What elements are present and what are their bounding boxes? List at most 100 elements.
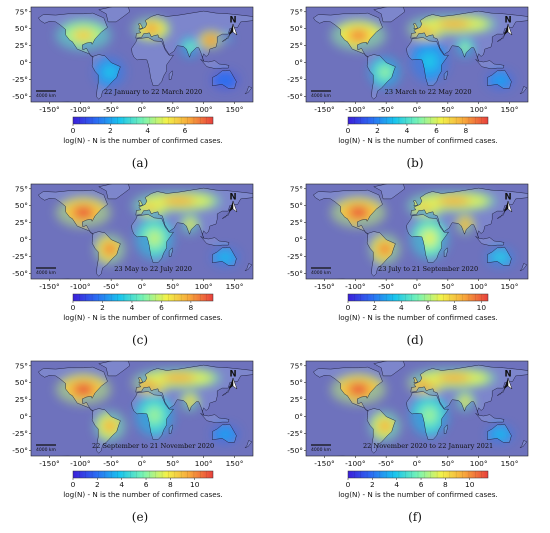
heat-core (378, 243, 392, 256)
y-tick-label: 25° (15, 41, 28, 50)
y-tick-label: 0° (295, 412, 303, 421)
colorbar-tick-label: 0 (346, 126, 351, 135)
date-range-label: 23 March to 22 May 2020 (385, 88, 472, 96)
north-arrow-shade (507, 200, 513, 213)
coastline (366, 54, 396, 100)
x-tick-label: 50° (166, 282, 179, 291)
coastline (313, 189, 383, 235)
x-tick-label: 100° (470, 282, 488, 291)
coastline (212, 423, 237, 443)
y-tick-label: 25° (290, 218, 303, 227)
heat-core (347, 383, 370, 396)
coastline (137, 200, 143, 206)
x-tick-label: 100° (470, 105, 488, 114)
x-tick-label: 150° (226, 105, 244, 114)
coastline (200, 413, 230, 424)
y-tick-label: -50° (12, 269, 28, 278)
y-tick-label: -25° (287, 75, 303, 84)
colorbar-tick-label: 0 (346, 303, 351, 312)
date-range-label: 23 July to 21 September 2020 (378, 265, 478, 273)
heat-core (219, 76, 231, 85)
colorbar-label: log(N) - N is the number of confirmed ca… (338, 490, 498, 499)
y-tick-label: -25° (287, 252, 303, 261)
colorbar-tick-label: 6 (426, 303, 431, 312)
colorbar-tick-label: 2 (370, 480, 375, 489)
heat-core (421, 53, 437, 70)
x-tick-label: -150° (314, 282, 334, 291)
x-tick-label: 150° (501, 459, 519, 468)
colorbar-tick-label: 0 (346, 480, 351, 489)
coastline (487, 69, 512, 89)
colorbar (347, 293, 489, 302)
coastline (497, 208, 507, 219)
map-panel: 75° 50° 25° 0° -25° -50° -150° -100° -50° 0° 50° 10… (5, 357, 280, 533)
colorbar-tick-label: 0 (71, 480, 76, 489)
coastline (244, 263, 253, 272)
x-tick-label: 150° (226, 282, 244, 291)
y-tick-label: -50° (287, 446, 303, 455)
landmass-madagascar (169, 70, 173, 80)
x-tick-label: 50° (441, 459, 454, 468)
x-tick-label: -100° (70, 459, 90, 468)
colorbar-tick-label: 4 (119, 480, 124, 489)
coastline (406, 214, 449, 263)
coastline (168, 70, 174, 80)
x-tick-label: 0° (138, 282, 146, 291)
y-tick-label: 0° (20, 235, 28, 244)
y-tick-label: 50° (15, 201, 28, 210)
north-label: N (504, 193, 511, 203)
landmass-indonesia (200, 59, 229, 69)
heat-core (103, 420, 117, 433)
x-tick-label: 100° (195, 282, 213, 291)
y-tick-label: -50° (12, 446, 28, 455)
coastline (98, 361, 130, 377)
colorbar-tick-label: 2 (95, 480, 100, 489)
coastline (131, 37, 174, 86)
north-arrow-icon (229, 201, 233, 212)
coastline (373, 361, 405, 377)
heat-core (103, 66, 117, 79)
scale-label: 4000 km (36, 93, 56, 99)
colorbar-tick-label: 10 (477, 303, 487, 312)
coastline (91, 408, 121, 454)
colorbar-tick-label: 4 (145, 126, 150, 135)
landmass-greenland (98, 7, 130, 22)
heat-core (437, 20, 471, 28)
colorbar-tick-label: 2 (375, 126, 380, 135)
coastline (38, 366, 108, 412)
coastline (410, 10, 528, 62)
scale-label: 4000 km (311, 447, 331, 453)
coastline (244, 86, 253, 95)
x-tick-label: -150° (314, 105, 334, 114)
landmass-madagascar (444, 424, 448, 434)
y-tick-label: -25° (287, 429, 303, 438)
coastline (412, 23, 418, 29)
coastline (487, 246, 512, 266)
colorbar-tick-label: 6 (434, 126, 439, 135)
x-tick-label: -50° (103, 105, 119, 114)
coastline (135, 364, 253, 416)
x-tick-label: 50° (441, 282, 454, 291)
heat-core (437, 197, 471, 205)
coastline (406, 37, 449, 86)
panel-tag: (c) (131, 333, 149, 347)
x-tick-label: 150° (226, 459, 244, 468)
heat-core (162, 374, 196, 382)
landmass-indonesia (200, 413, 229, 423)
coastline (373, 7, 405, 23)
y-tick-label: -25° (12, 252, 28, 261)
heat-core (461, 220, 469, 229)
coastline (212, 69, 237, 89)
colorbar-tick-label: 2 (100, 303, 105, 312)
y-tick-label: 25° (15, 395, 28, 404)
coastline (475, 413, 505, 424)
heat-core (494, 76, 506, 85)
x-tick-label: 0° (413, 459, 421, 468)
coastline (373, 184, 405, 200)
colorbar (347, 116, 489, 125)
world-map: 75° 50° 25° 0° -25° -50° -150° -100° -50° 0° 50° 10… (12, 183, 254, 322)
heat-core (186, 43, 194, 52)
heat-core (146, 407, 162, 424)
coastline (475, 236, 505, 247)
north-arrow-shade (507, 377, 513, 390)
